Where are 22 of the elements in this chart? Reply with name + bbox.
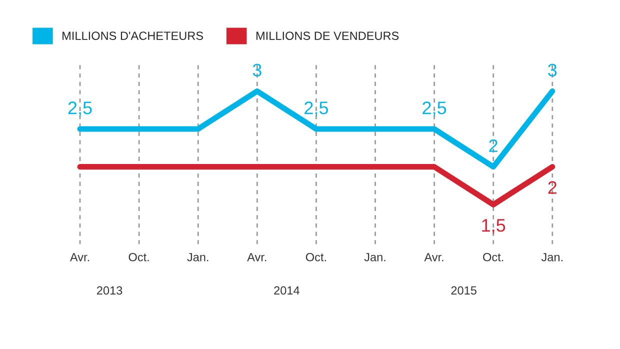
- text: 2013: [96, 286, 122, 295]
- data-label: 3: [548, 64, 557, 76]
- x-tick-label: Jan.: [541, 253, 562, 262]
- data-label: 2: [548, 181, 557, 194]
- x-tick-label: Jan.: [364, 253, 386, 262]
- data-label: 2: [489, 139, 498, 152]
- x-tick-label: Avr.: [424, 253, 444, 262]
- data-label: 2,5: [68, 102, 92, 116]
- x-tick-label: Avr.: [247, 253, 266, 262]
- data-label: 2,5: [304, 102, 328, 116]
- x-tick-label: Oct.: [128, 252, 149, 262]
- x-tick-label: Oct.: [483, 252, 504, 262]
- text: 2014: [274, 286, 300, 295]
- legend-label: MILLIONS DE VENDEURS: [256, 32, 399, 40]
- x-tick-label: Oct.: [306, 252, 326, 262]
- text: 2015: [451, 286, 476, 295]
- data-label: 2,5: [422, 102, 446, 116]
- data-label: 1,5: [482, 219, 506, 234]
- legend-label: MILLIONS D'ACHETEURS: [62, 32, 204, 40]
- data-label: 3: [252, 64, 262, 76]
- x-tick-label: Jan.: [187, 253, 208, 262]
- x-tick-label: Avr.: [70, 253, 89, 262]
